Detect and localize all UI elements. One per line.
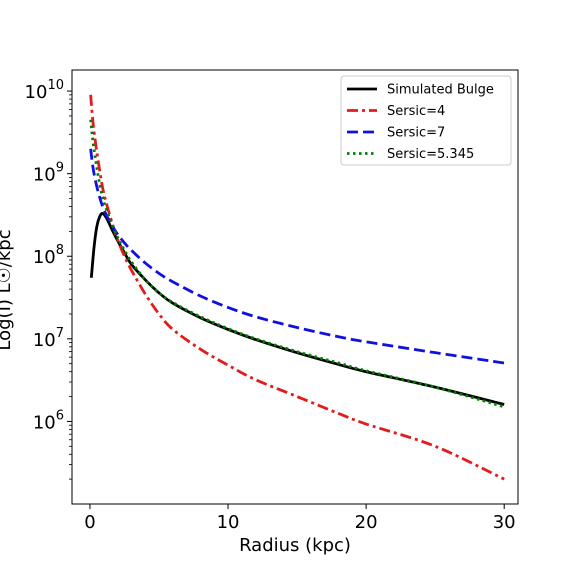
y-tick-base: 10: [33, 412, 56, 433]
legend-label: Sersic=7: [387, 126, 445, 141]
series-line-1: [89, 94, 505, 481]
y-tick-base: 10: [33, 165, 56, 186]
legend-label: Sersic=4: [387, 104, 445, 119]
y-tick-label: 108: [33, 243, 64, 268]
legend-label: Sersic=5.345: [387, 147, 474, 162]
y-tick-base: 10: [25, 82, 48, 103]
y-tick-exponent: 10: [47, 78, 64, 93]
series-layer: [89, 94, 505, 481]
y-tick-exponent: 7: [56, 326, 64, 341]
y-tick-base: 10: [33, 247, 56, 268]
x-tick-label: 10: [217, 512, 240, 533]
x-tick-label: 0: [84, 512, 95, 533]
y-tick-label: 106: [33, 408, 64, 433]
plot-frame: [71, 69, 519, 505]
y-tick-label: 107: [33, 326, 64, 351]
y-tick-exponent: 8: [56, 243, 64, 258]
y-tick-label: 1010: [25, 78, 64, 103]
series-line-2: [89, 148, 505, 365]
series-line-3: [89, 119, 505, 409]
x-tick-label: 30: [493, 512, 516, 533]
legend-box: [340, 75, 512, 166]
x-tick-label: 20: [355, 512, 378, 533]
legend: Simulated Bulge Sersic=4 Sersic=7 Sersic=5.…: [340, 75, 512, 166]
legend-label: Simulated Bulge: [387, 83, 494, 98]
x-axis-label: Radius (kpc): [239, 535, 351, 556]
y-tick-exponent: 6: [56, 408, 64, 423]
x-axis: 0 10 20 30: [84, 504, 516, 533]
y-axis-label: Log(I) L☉/kpc: [0, 229, 15, 350]
y-tick-exponent: 9: [56, 161, 64, 176]
y-tick-base: 10: [33, 330, 56, 351]
y-tick-label: 109: [33, 161, 64, 186]
series-line-0: [89, 212, 505, 406]
